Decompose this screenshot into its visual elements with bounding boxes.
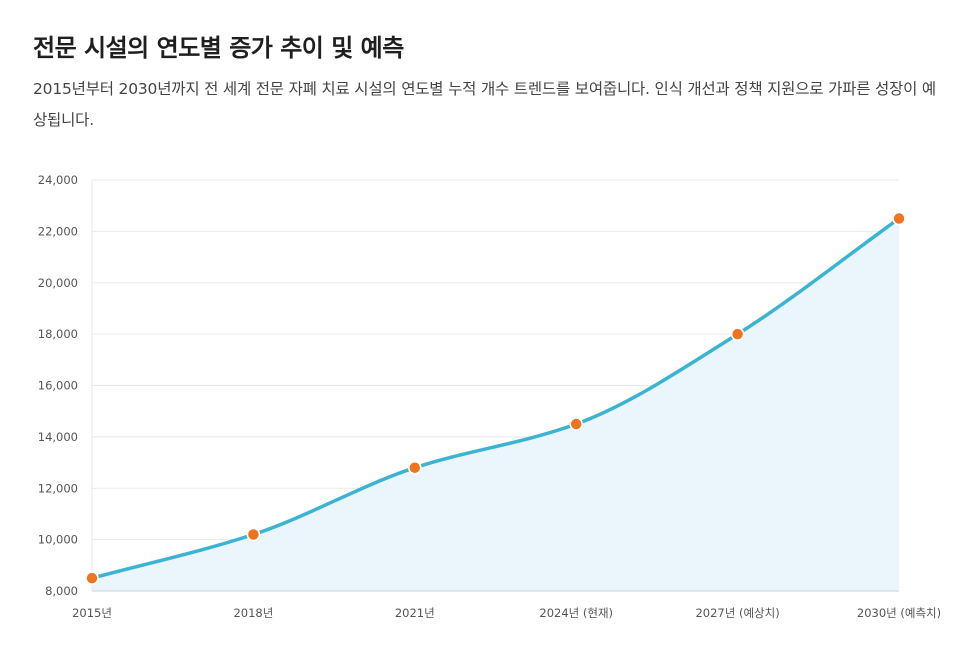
y-tick-label: 8,000 [45, 584, 78, 598]
data-point-5[interactable] [892, 211, 906, 226]
chart-subtitle: 2015년부터 2030년까지 전 세계 전문 자폐 치료 시설의 연도별 누적… [33, 80, 936, 129]
x-tick-label: 2021년 [395, 606, 435, 620]
x-tick-label: 2018년 [233, 606, 273, 620]
data-point-2[interactable] [408, 460, 422, 475]
y-tick-label: 16,000 [38, 379, 78, 393]
x-tick-label: 2027년 (예상치) [695, 606, 779, 620]
y-tick-label: 12,000 [38, 481, 78, 495]
data-point-4[interactable] [730, 327, 745, 341]
y-tick-label: 22,000 [38, 224, 78, 238]
y-tick-label: 20,000 [38, 276, 78, 290]
chart-title: 전문 시설의 연도별 증가 추이 및 예측 [33, 34, 404, 62]
x-tick-label: 2030년 (예측치) [857, 606, 941, 620]
data-point-1[interactable] [246, 527, 261, 542]
y-tick-label: 24,000 [38, 173, 78, 187]
data-point-3[interactable] [569, 417, 583, 431]
series-line [90, 216, 901, 580]
series-area-fill [92, 218, 899, 591]
y-tick-label: 18,000 [38, 327, 78, 341]
data-point-0[interactable] [85, 571, 99, 585]
x-tick-label: 2015년 [72, 606, 112, 620]
x-tick-label: 2024년 (현재) [539, 606, 613, 620]
y-tick-label: 14,000 [38, 430, 78, 444]
y-tick-label: 10,000 [38, 533, 78, 547]
